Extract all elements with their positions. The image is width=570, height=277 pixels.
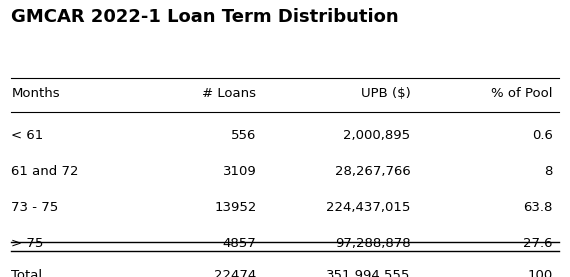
Text: 100: 100 (528, 269, 553, 277)
Text: 27.6: 27.6 (523, 237, 553, 250)
Text: 63.8: 63.8 (523, 201, 553, 214)
Text: GMCAR 2022-1 Loan Term Distribution: GMCAR 2022-1 Loan Term Distribution (11, 8, 399, 26)
Text: 556: 556 (231, 129, 256, 142)
Text: 4857: 4857 (223, 237, 256, 250)
Text: 351,994,555: 351,994,555 (326, 269, 410, 277)
Text: UPB ($): UPB ($) (361, 87, 410, 100)
Text: 97,288,878: 97,288,878 (335, 237, 410, 250)
Text: 8: 8 (544, 165, 553, 178)
Text: % of Pool: % of Pool (491, 87, 553, 100)
Text: > 75: > 75 (11, 237, 44, 250)
Text: 28,267,766: 28,267,766 (335, 165, 410, 178)
Text: 22474: 22474 (214, 269, 256, 277)
Text: 0.6: 0.6 (532, 129, 553, 142)
Text: # Loans: # Loans (202, 87, 256, 100)
Text: < 61: < 61 (11, 129, 44, 142)
Text: 2,000,895: 2,000,895 (343, 129, 410, 142)
Text: 224,437,015: 224,437,015 (326, 201, 410, 214)
Text: Months: Months (11, 87, 60, 100)
Text: 3109: 3109 (223, 165, 256, 178)
Text: 13952: 13952 (214, 201, 256, 214)
Text: 73 - 75: 73 - 75 (11, 201, 59, 214)
Text: 61 and 72: 61 and 72 (11, 165, 79, 178)
Text: Total: Total (11, 269, 43, 277)
